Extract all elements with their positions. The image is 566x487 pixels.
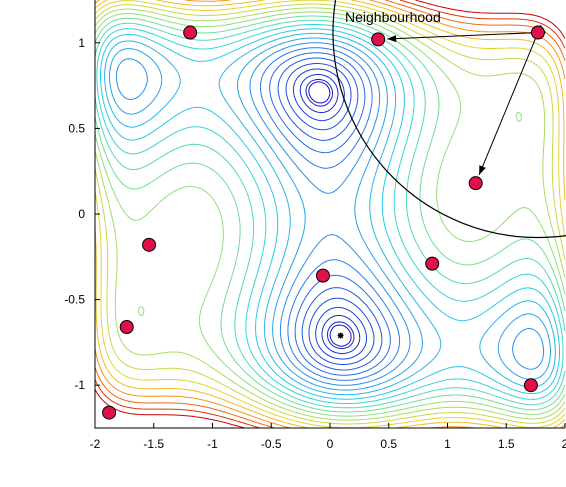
- arrow-head: [387, 35, 397, 43]
- contour-level: [95, 0, 566, 428]
- sample-point: [371, 32, 386, 47]
- contour-level: [115, 42, 545, 386]
- contour-level: [95, 11, 566, 417]
- contour-level: [95, 3, 566, 425]
- best-point: [337, 332, 344, 339]
- x-tick-label: 0: [327, 437, 334, 451]
- sample-point: [142, 237, 157, 252]
- best-point-marker: [337, 332, 344, 339]
- contour-level: [96, 23, 564, 405]
- contour-level: [277, 57, 383, 371]
- neighbourhood-circle: [332, 0, 566, 239]
- contour-level: [292, 68, 368, 360]
- x-axis-ticks: -2 -1.5 -1 -0.5 0 0.5 1 1.5 2: [90, 423, 566, 451]
- contour-level: [285, 63, 375, 365]
- sample-point: [523, 378, 538, 393]
- x-tick-label: -1: [207, 437, 218, 451]
- neighbourhood-arrows: [387, 24, 546, 176]
- x-tick-label: -0.5: [261, 437, 282, 451]
- y-tick-label: 0.5: [68, 121, 85, 135]
- axes: [94, 0, 565, 429]
- contour-level: [109, 37, 551, 391]
- contour-level: [95, 0, 566, 428]
- sample-point: [102, 405, 117, 420]
- sample-point: [183, 25, 198, 40]
- sample-point: [468, 176, 483, 191]
- contour-level: [305, 78, 355, 350]
- contour-level: [95, 15, 566, 413]
- contour-level: [104, 32, 556, 396]
- sample-point: [530, 25, 545, 40]
- y-tick-label: -1: [74, 378, 85, 392]
- x-tick-label: -2: [90, 437, 101, 451]
- neighbourhood-label: Neighbourhood: [345, 9, 441, 25]
- y-tick-label: 0: [78, 207, 85, 221]
- y-axis-ticks: -1 -0.5 0 0.5 1: [64, 36, 100, 392]
- x-tick-label: 1: [444, 437, 451, 451]
- x-tick-label: 0.5: [380, 437, 397, 451]
- axis-lines: [94, 0, 565, 429]
- y-tick-label: -0.5: [64, 293, 85, 307]
- contour-level: [308, 81, 352, 347]
- sample-point: [119, 319, 134, 334]
- contour-level: [100, 28, 560, 400]
- arrow-line: [478, 24, 542, 176]
- contour-level: [299, 73, 361, 355]
- sample-point: [425, 256, 440, 271]
- x-tick-label: 2: [562, 437, 566, 451]
- sample-point: [315, 268, 330, 283]
- x-tick-label: -1.5: [143, 437, 164, 451]
- x-tick-label: 1.5: [498, 437, 515, 451]
- sample-points: [102, 25, 545, 420]
- contour-level: [95, 0, 566, 428]
- neighbourhood-region: [332, 0, 566, 239]
- y-tick-label: 1: [78, 36, 85, 50]
- contour-level: [95, 0, 566, 428]
- contour-level: [95, 0, 566, 428]
- arrow-head: [479, 165, 486, 175]
- contour-level: [95, 19, 566, 409]
- contour-level: [95, 7, 566, 421]
- contour-level: [95, 0, 566, 428]
- contour-lines: [95, 0, 566, 428]
- contour-level: [259, 47, 401, 381]
- arrow-line: [387, 31, 546, 40]
